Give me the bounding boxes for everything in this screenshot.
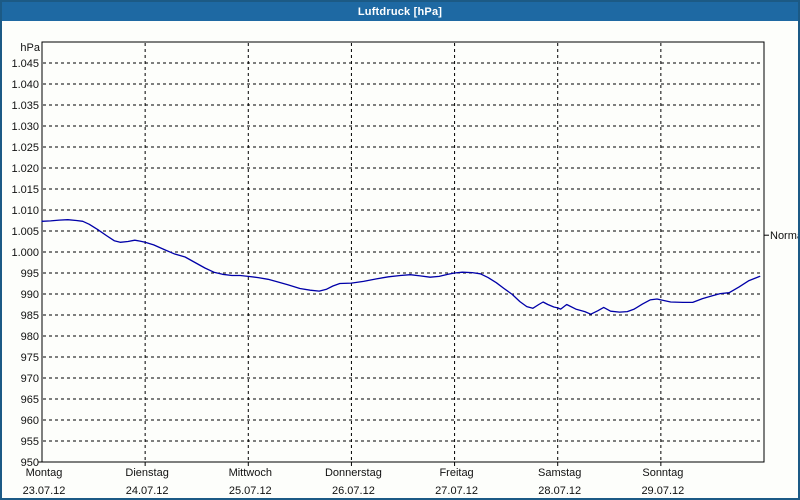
y-tick-label: 980 — [21, 331, 39, 343]
day-label: Samstag — [538, 467, 581, 479]
date-label: 28.07.12 — [538, 485, 581, 497]
y-tick-label: 970 — [21, 373, 39, 385]
date-label: 26.07.12 — [332, 485, 375, 497]
day-label: Montag — [26, 467, 63, 479]
y-axis-unit-label: hPa — [20, 42, 40, 54]
y-tick-label: 950 — [21, 457, 39, 469]
date-label: 24.07.12 — [126, 485, 169, 497]
day-label: Dienstag — [125, 467, 168, 479]
day-label: Donnerstag — [325, 467, 382, 479]
y-tick-label: 985 — [21, 310, 39, 322]
y-tick-label: 955 — [21, 436, 39, 448]
y-tick-label: 975 — [21, 352, 39, 364]
window-title: Luftdruck [hPa] — [357, 5, 443, 18]
y-tick-label: 990 — [21, 289, 39, 301]
y-tick-label: 995 — [21, 268, 39, 280]
y-tick-label: 1.030 — [11, 121, 39, 133]
pressure-line — [41, 219, 761, 315]
normal-label: Normal — [770, 230, 800, 242]
y-tick-label: 1.035 — [11, 100, 39, 112]
y-tick-label: 1.025 — [11, 142, 39, 154]
day-label: Freitag — [439, 467, 473, 479]
date-label: 27.07.12 — [435, 485, 478, 497]
date-label: 29.07.12 — [641, 485, 684, 497]
y-tick-label: 1.005 — [11, 226, 39, 238]
date-label: 23.07.12 — [23, 485, 66, 497]
y-tick-label: 1.020 — [11, 163, 39, 175]
date-label: 25.07.12 — [229, 485, 272, 497]
plot-frame — [41, 41, 765, 463]
window-titlebar: Luftdruck [hPa] — [2, 2, 798, 21]
y-tick-label: 1.015 — [11, 184, 39, 196]
day-label: Sonntag — [642, 467, 683, 479]
y-tick-label: 965 — [21, 394, 39, 406]
day-label: Mittwoch — [229, 467, 272, 479]
y-tick-label: 1.010 — [11, 205, 39, 217]
y-tick-label: 1.040 — [11, 79, 39, 91]
y-tick-label: 1.000 — [11, 247, 39, 259]
y-tick-label: 1.045 — [11, 58, 39, 70]
y-tick-label: 960 — [21, 415, 39, 427]
